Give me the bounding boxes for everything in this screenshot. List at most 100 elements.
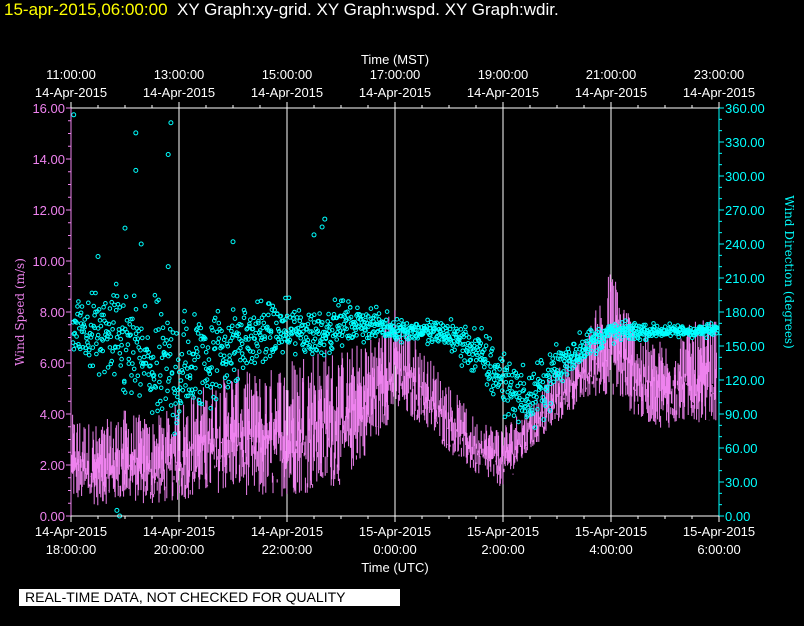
wdir-outlier-point xyxy=(138,241,144,247)
wdir-point xyxy=(164,366,169,372)
wdir-point xyxy=(86,347,92,353)
wdir-point xyxy=(353,321,358,326)
wdir-point xyxy=(336,303,341,308)
x-bottom-tick-date: 15-Apr-2015 xyxy=(683,524,755,539)
wdir-point xyxy=(527,391,532,397)
wdir-point xyxy=(100,338,105,343)
wdir-point xyxy=(82,317,87,322)
wdir-point xyxy=(190,390,195,396)
wdir-point xyxy=(123,294,129,300)
y-left-tick-label: 14.00 xyxy=(32,152,65,167)
wdir-point xyxy=(133,331,139,337)
x-top-tick-time: 23:00:00 xyxy=(694,67,745,82)
wdir-point xyxy=(157,344,162,350)
wdir-point xyxy=(118,363,123,368)
y-left-tick-label: 2.00 xyxy=(40,458,65,473)
wdir-point xyxy=(487,336,493,341)
wdir-point xyxy=(101,312,106,318)
x-bottom-tick-date: 14-Apr-2015 xyxy=(143,524,215,539)
wdir-point xyxy=(182,308,187,314)
wdir-point xyxy=(284,329,289,335)
x-top-tick-time: 13:00:00 xyxy=(154,67,205,82)
wdir-point xyxy=(204,383,210,389)
wdir-point xyxy=(471,348,476,353)
x-top-tick-date: 14-Apr-2015 xyxy=(35,85,107,100)
wdir-point xyxy=(158,398,163,404)
wdir-point xyxy=(340,298,346,303)
wdir-point xyxy=(507,385,512,391)
wdir-point xyxy=(164,338,169,343)
wdir-point xyxy=(473,358,479,363)
wdir-point xyxy=(546,378,552,383)
wdir-point xyxy=(311,312,317,318)
wdir-point xyxy=(459,363,465,368)
wdir-point xyxy=(127,322,132,327)
wdir-point xyxy=(637,337,643,343)
wdir-point xyxy=(339,333,345,339)
y-right-tick-label: 240.00 xyxy=(725,237,765,252)
wdir-point xyxy=(109,299,114,305)
wdir-point xyxy=(451,339,457,344)
wdir-point xyxy=(268,328,274,334)
wdir-point xyxy=(543,403,548,409)
wdir-point xyxy=(101,304,106,310)
wdir-point xyxy=(325,319,331,324)
wdir-point xyxy=(468,357,474,363)
wdir-point xyxy=(557,357,563,362)
wdir-point xyxy=(577,330,583,335)
wdir-point xyxy=(530,411,536,416)
wdir-point xyxy=(298,335,304,341)
wdir-point xyxy=(506,412,511,417)
wdir-point xyxy=(360,332,366,338)
wdir-point xyxy=(454,326,459,332)
wdir-point xyxy=(462,358,467,363)
wdir-point xyxy=(117,351,123,356)
wdir-point xyxy=(505,389,511,395)
x-top-title: Time (MST) xyxy=(361,52,429,67)
wdir-point xyxy=(138,382,143,387)
wdir-point xyxy=(329,345,334,351)
wdir-point xyxy=(165,388,170,394)
wdir-point xyxy=(185,393,191,399)
wdir-point xyxy=(163,396,168,402)
wdir-point xyxy=(400,332,405,337)
wdir-point xyxy=(96,307,102,312)
wdir-point xyxy=(633,325,638,331)
wdir-point xyxy=(107,345,113,350)
wdir-point xyxy=(357,312,363,318)
wdir-point xyxy=(282,336,287,342)
wdir-point xyxy=(345,333,350,339)
wdir-point xyxy=(332,297,338,303)
y-left-tick-label: 12.00 xyxy=(32,203,65,218)
wdir-point xyxy=(178,400,184,406)
wdir-point xyxy=(511,413,517,418)
wdir-point xyxy=(589,348,594,354)
wdir-point xyxy=(567,366,573,372)
wdir-point xyxy=(212,318,217,323)
wdir-point xyxy=(174,331,179,336)
wdir-point xyxy=(131,366,137,372)
wdir-point xyxy=(253,330,258,336)
wdir-point xyxy=(170,412,176,418)
wdir-point xyxy=(172,431,177,437)
wdir-point xyxy=(117,305,123,310)
x-top-tick-time: 19:00:00 xyxy=(478,67,529,82)
wdir-point xyxy=(392,324,397,329)
wdir-point xyxy=(228,338,233,344)
wdir-point xyxy=(464,332,469,338)
wdir-point xyxy=(90,345,96,350)
wdir-point xyxy=(500,388,505,394)
wdir-point xyxy=(126,361,132,366)
wdir-point xyxy=(532,425,538,430)
wdir-point xyxy=(283,317,288,322)
wdir-point xyxy=(183,383,188,388)
wdir-point xyxy=(235,376,240,382)
wdir-point xyxy=(304,326,310,332)
wdir-point xyxy=(185,339,191,345)
wdir-point xyxy=(177,385,183,391)
wdir-point xyxy=(338,328,343,334)
wdir-point xyxy=(120,329,125,335)
wdir-point xyxy=(290,330,295,336)
x-bottom-tick-date: 15-Apr-2015 xyxy=(575,524,647,539)
